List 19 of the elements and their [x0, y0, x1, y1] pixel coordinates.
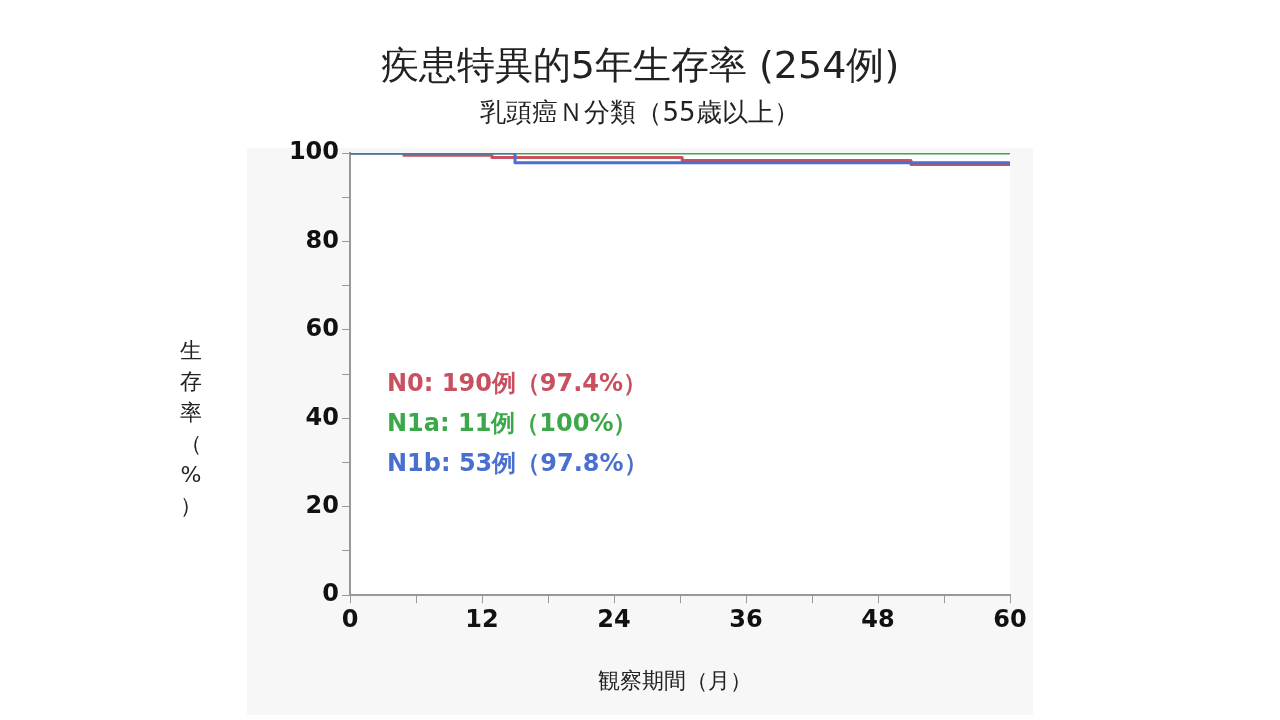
- x-tick-label: 0: [341, 604, 359, 633]
- y-tick-label: 80: [305, 225, 339, 254]
- y-axis-title: 生存率（%）: [179, 337, 203, 520]
- text: N1a: 11例（100%）: [387, 409, 638, 438]
- text: N1b: 53例（97.8%）: [387, 449, 648, 478]
- x-tick-label: 24: [597, 604, 631, 633]
- text: N0: 190例（97.4%）: [387, 369, 648, 398]
- y-tick-label: 20: [305, 490, 339, 519]
- chart-subtitle: 乳頭癌Ｎ分類（55歳以上）: [479, 96, 801, 129]
- x-tick-label: 36: [729, 604, 763, 633]
- x-tick-label: 48: [861, 604, 895, 633]
- y-tick-label: 0: [322, 579, 339, 608]
- y-tick-label: 40: [305, 402, 339, 431]
- y-tick-label: 60: [305, 314, 339, 343]
- y-tick-label: 100: [288, 137, 339, 166]
- chart-title: 疾患特異的5年生存率 (254例): [379, 42, 901, 89]
- x-tick-label: 60: [993, 604, 1027, 633]
- x-axis-title: 観察期間（月）: [597, 667, 753, 695]
- x-tick-label: 12: [465, 604, 499, 633]
